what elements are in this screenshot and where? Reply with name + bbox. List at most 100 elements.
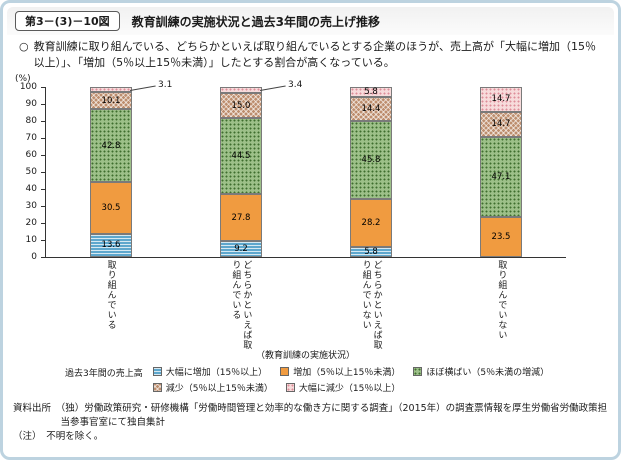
callout-value-label: 3.4 [288, 79, 303, 90]
y-tick-label: 0 [31, 251, 37, 262]
bar-segment: 14.7 [480, 86, 522, 112]
legend-label: 大幅に増加（15％以上） [165, 367, 268, 378]
legend-label: ほぼ横ばい（5％未満の増減） [426, 367, 550, 378]
y-tick-mark [41, 137, 46, 139]
bar-segment: 15.0 [220, 92, 262, 119]
segment-value-label: 14.7 [491, 94, 511, 105]
y-tick-label: 10 [25, 234, 37, 245]
y-tick-label: 80 [25, 115, 37, 126]
bar-segment: 30.5 [90, 181, 132, 234]
legend-item: ほぼ横ばい（5％未満の増減） [413, 365, 549, 378]
figure-title: 教育訓練の実施状況と過去3年間の売上げ推移 [131, 14, 381, 29]
segment-value-label: 23.5 [491, 231, 511, 242]
legend-title: 過去3年間の売上高 [65, 368, 143, 379]
callout-leader-line [129, 85, 156, 91]
figure-number: 第3－(3)－10図 [15, 11, 120, 31]
y-tick-label: 40 [25, 183, 37, 194]
bar-segment: 45.8 [350, 121, 392, 200]
segment-value-label: 47.1 [491, 171, 511, 182]
category-label: どちらかといえば取り組んでいない [360, 259, 382, 350]
bar-segment: 5.8 [350, 86, 392, 97]
segment-value-label: 14.7 [491, 119, 511, 130]
bar-slot: 9.2 27.8 44.5 15.0 3.4 [176, 80, 306, 257]
bar-slot: 13.6 30.5 42.8 10.1 3.1 [46, 80, 176, 257]
bar-segment: 10.1 [90, 92, 132, 110]
segment-value-label: 30.5 [101, 202, 121, 213]
y-tick-label: 90 [25, 98, 37, 109]
bar-segment: 42.8 [90, 109, 132, 182]
callout-value-label: 3.1 [158, 79, 173, 90]
stacked-bar: 13.6 30.5 42.8 10.1 [90, 86, 132, 257]
callout-leader-line [259, 85, 286, 91]
legend-label: 増加（5％以上15％未満） [293, 367, 401, 378]
y-axis-unit-label: (%) [15, 73, 31, 84]
stacked-bar: 9.2 27.8 44.5 15.0 [220, 87, 262, 257]
summary-paragraph: ○ 教育訓練に取り組んでいる、どちらかといえば取り組んでいるとする企業のほうが、… [19, 39, 602, 71]
y-tick-label: 60 [25, 149, 37, 160]
x-axis-label: （教育訓練の実施状況） [255, 350, 355, 361]
bar-segment: 44.5 [220, 118, 262, 194]
y-tick-mark [41, 239, 46, 241]
y-tick-label: 50 [25, 166, 37, 177]
bar-segment: 13.6 [90, 233, 132, 257]
segment-value-label: 13.6 [101, 240, 121, 251]
bar-slot: 23.5 47.1 14.7 14.7 [436, 86, 566, 257]
bar-segment: 47.1 [480, 136, 522, 217]
segment-value-label: 14.4 [361, 103, 381, 114]
legend-swatch [152, 366, 162, 376]
legend-items: 大幅に増加（15％以上） 増加（5％以上15％未満） ほぼ横ばい（5％未満の増減） 減… [152, 365, 563, 394]
legend-item: 大幅に増加（15％以上） [152, 365, 268, 378]
legend-item: 増加（5％以上15％未満） [280, 365, 400, 378]
legend-item: 減少（5％以上15％未満） [152, 381, 273, 394]
figure-header: 第3－(3)－10図 教育訓練の実施状況と過去3年間の売上げ推移 [7, 7, 614, 35]
y-tick-label: 70 [25, 132, 37, 143]
segment-value-label: 44.5 [231, 151, 251, 162]
segment-value-label: 15.0 [231, 100, 251, 111]
bars-container: 13.6 30.5 42.8 10.1 3.1 9.2 27.8 44.5 15.0 3.4 5.8… [46, 80, 566, 257]
stacked-bar: 23.5 47.1 14.7 14.7 [480, 86, 522, 257]
legend-label: 減少（5％以上15％未満） [165, 383, 273, 394]
segment-value-label: 9.2 [234, 244, 248, 255]
y-tick-mark [41, 103, 46, 105]
bullet-marker: ○ [19, 40, 29, 53]
y-tick-mark [41, 154, 46, 156]
legend: 過去3年間の売上高 大幅に増加（15％以上） 増加（5％以上15％未満） ほぼ横ばい… [65, 365, 608, 394]
category-labels: 取り組んでいる どちらかといえば取り組んでいる どちらかといえば取り組んでいない 取り… [45, 260, 566, 350]
y-tick-mark [41, 171, 46, 173]
stacked-bar-chart: (%) 0 10 20 30 40 50 60 70 80 90 100 13.6 30.5 42.8 1… [13, 74, 608, 361]
bar-segment: 9.2 [220, 241, 262, 257]
legend-swatch [413, 366, 423, 376]
segment-value-label: 10.1 [101, 95, 121, 106]
plot-area: 0 10 20 30 40 50 60 70 80 90 100 13.6 30.5 42.8 10.1 3… [20, 80, 566, 262]
legend-swatch [152, 382, 162, 392]
bar-segment: 28.2 [350, 199, 392, 248]
legend-item: 大幅に減少（15％以上） [285, 381, 400, 394]
y-tick-mark [41, 120, 46, 122]
legend-swatch [285, 382, 295, 392]
bar-segment [220, 87, 262, 93]
y-tick-mark [41, 86, 46, 88]
bar-segment: 14.7 [480, 111, 522, 137]
summary-text: 教育訓練に取り組んでいる、どちらかといえば取り組んでいるとする企業のほうが、売上… [33, 40, 596, 69]
segment-value-label: 45.8 [361, 155, 381, 166]
y-tick-label: 20 [25, 217, 37, 228]
category-label: 取り組んでいる [105, 259, 116, 330]
bar-segment: 14.4 [350, 96, 392, 122]
bar-slot: 5.8 28.2 45.8 14.4 5.8 [306, 86, 436, 257]
bar-segment: 23.5 [480, 216, 522, 257]
category-label: 取り組んでいない [496, 259, 507, 340]
y-tick-label: 30 [25, 200, 37, 211]
segment-value-label: 28.2 [361, 218, 381, 229]
y-tick-mark [41, 222, 46, 224]
bar-segment [90, 86, 132, 93]
y-tick-mark [41, 188, 46, 190]
y-tick-mark [41, 256, 46, 258]
segment-value-label: 27.8 [231, 212, 251, 223]
category-label: どちらかといえば取り組んでいる [230, 259, 252, 350]
footer: 資料出所 （独）労働政策研究・研修機構「労働時間管理と効率的な働き方に関する調査… [13, 402, 608, 445]
source-note: 資料出所 （独）労働政策研究・研修機構「労働時間管理と効率的な働き方に関する調査… [13, 402, 608, 429]
exclusion-note: （注） 不明を除く。 [13, 431, 104, 443]
bar-segment: 27.8 [220, 194, 262, 242]
segment-value-label: 5.8 [364, 246, 378, 257]
